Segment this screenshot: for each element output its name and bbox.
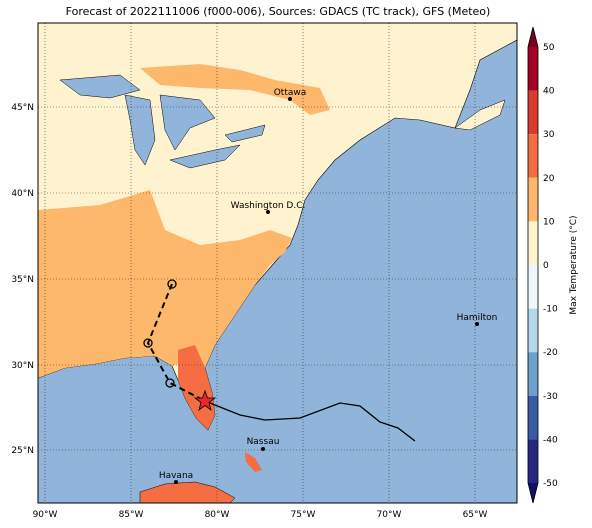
map-area: Ottawa Washington D.C. Hamilton Nassau H… bbox=[38, 23, 517, 503]
city-label: Nassau bbox=[247, 437, 280, 447]
colorbar-tick-label: 50 bbox=[543, 43, 555, 53]
colorbar-tick-label: -10 bbox=[543, 305, 558, 315]
colorbar-bin bbox=[528, 90, 538, 135]
lon-label: 65°W bbox=[463, 510, 488, 520]
lon-label: 70°W bbox=[377, 510, 402, 520]
colorbar-frame bbox=[527, 26, 539, 504]
city-dot bbox=[174, 480, 178, 484]
lat-label: 45°N bbox=[11, 103, 34, 113]
land-orange bbox=[38, 190, 292, 378]
colorbar-bin bbox=[528, 395, 538, 440]
city-label: Ottawa bbox=[274, 88, 307, 98]
city-dot bbox=[475, 322, 479, 326]
nova-scotia bbox=[454, 99, 506, 131]
city-label: Washington D.C. bbox=[231, 201, 306, 211]
lat-label: 35°N bbox=[11, 275, 34, 285]
map-frame bbox=[37, 22, 518, 504]
lon-labels: 90°W 85°W 80°W 75°W 70°W 65°W bbox=[33, 510, 488, 520]
track-point bbox=[167, 279, 177, 289]
colorbar-tick-label: 10 bbox=[543, 217, 555, 227]
track-point bbox=[165, 378, 175, 388]
colorbar-bin bbox=[528, 134, 538, 178]
track-forecast bbox=[204, 400, 416, 442]
cuba bbox=[139, 481, 236, 503]
lon-label: 75°W bbox=[291, 510, 316, 520]
colorbar-bin bbox=[528, 308, 538, 353]
lon-label: 85°W bbox=[119, 510, 144, 520]
city-dot bbox=[288, 97, 292, 101]
lat-label: 25°N bbox=[11, 446, 34, 456]
colorbar-tick-label: -30 bbox=[543, 392, 558, 402]
colorbar-tick-label: 20 bbox=[543, 174, 555, 184]
colorbar-tick-label: -40 bbox=[543, 435, 558, 445]
track-past bbox=[146, 283, 206, 402]
lat-label: 30°N bbox=[11, 361, 34, 371]
title: Forecast of 2022111006 (f000-006), Sourc… bbox=[66, 5, 491, 18]
storm-position bbox=[193, 389, 217, 412]
lon-label: 90°W bbox=[33, 510, 58, 520]
great-lakes bbox=[59, 74, 266, 169]
colorbar-extend bbox=[528, 483, 538, 503]
florida-warm bbox=[178, 345, 215, 430]
colorbar-bin bbox=[528, 265, 538, 309]
colorbar-bin bbox=[528, 439, 538, 483]
colorbar-tick-label: 0 bbox=[543, 261, 549, 271]
colorbar-tick-label: -50 bbox=[543, 479, 558, 489]
lat-labels: 45°N 40°N 35°N 30°N 25°N bbox=[11, 103, 34, 456]
colorbar-bin bbox=[528, 47, 538, 91]
colorbar-bin bbox=[528, 221, 538, 265]
colorbar: 50 40 30 20 10 0 -10 -20 -30 -40 -50 Max Temperatu… bbox=[527, 26, 579, 504]
city-label: Hamilton bbox=[457, 313, 498, 323]
colorbar-bin bbox=[528, 352, 538, 396]
land-orange-north bbox=[140, 64, 330, 115]
colorbar-extend bbox=[528, 27, 538, 47]
colorbar-tick-label: 30 bbox=[543, 130, 555, 140]
colorbar-label: Max Temperature (°C) bbox=[569, 215, 579, 314]
lon-label: 80°W bbox=[205, 510, 230, 520]
bahamas bbox=[245, 452, 262, 472]
lat-label: 40°N bbox=[11, 189, 34, 199]
city-dot bbox=[266, 210, 270, 214]
city-label: Havana bbox=[159, 471, 193, 481]
colorbar-tick-label: 40 bbox=[543, 87, 555, 97]
city-dot bbox=[261, 447, 265, 451]
colorbar-bin bbox=[528, 177, 538, 222]
colorbar-tick-label: -20 bbox=[543, 348, 558, 358]
track-point bbox=[143, 338, 153, 348]
